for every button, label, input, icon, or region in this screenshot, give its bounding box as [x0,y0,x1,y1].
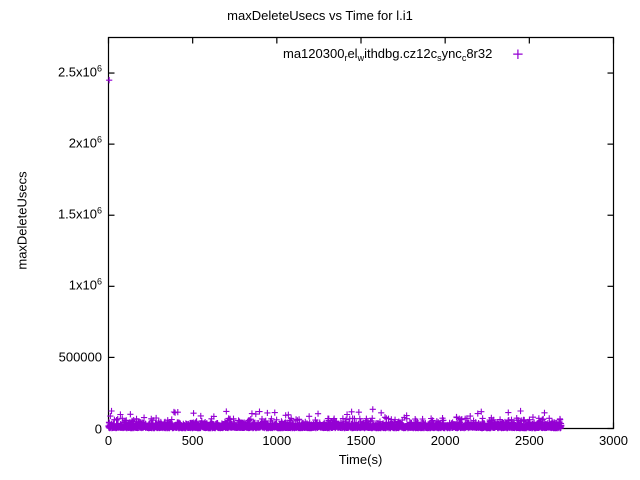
y-tick-label: 2x106 [68,134,102,151]
x-axis-label: Time(s) [338,452,383,467]
legend-series-label: ma120300relwithdbg.cz12csyncc8r32 [283,46,493,64]
legend-plus-marker-icon: + [511,45,525,64]
plot-border [107,36,615,430]
y-tick-label: 2.5x106 [57,63,102,80]
axis-tickmarks [107,37,615,430]
x-tick-label: 2000 [430,433,460,448]
legend: ma120300relwithdbg.cz12csyncc8r32 + [283,45,540,64]
y-tick-label: 0 [94,421,102,436]
x-tick-label: 1500 [346,433,376,448]
x-tick-label: 500 [181,433,204,448]
y-axis-tick-labels: 2.5x106 2x106 1.5x106 1x106 500000 0 [0,0,102,480]
x-tick-label: 2500 [514,433,544,448]
chart-title: maxDeleteUsecs vs Time for l.i1 [227,8,413,23]
y-tick-label: 1.5x106 [57,205,102,222]
x-tick-label: 3000 [599,433,628,448]
x-tick-label: 1000 [262,433,292,448]
data-point-series [105,77,565,432]
x-tick-label: 0 [104,433,113,448]
y-tick-label: 1x106 [68,276,102,293]
scatter-marks [105,77,565,432]
y-tick-label: 500000 [58,349,102,365]
